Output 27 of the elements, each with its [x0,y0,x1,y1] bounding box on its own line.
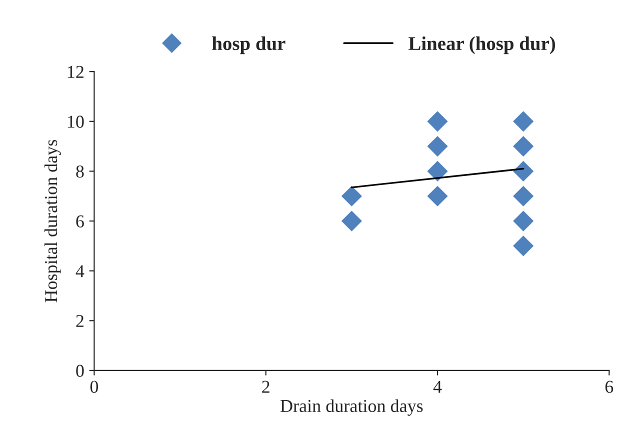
x-tick-label: 2 [262,380,270,393]
point [427,186,448,206]
x-axis-title: Drain duration days [280,399,423,416]
point [513,236,534,256]
point [513,186,534,206]
point [427,160,448,182]
legend-label: Linear (hosp dur) [408,36,556,54]
point [513,111,534,132]
x-tick-label: 0 [90,380,98,393]
y-tick-label: 10 [68,116,84,128]
legend-label: hosp dur [212,36,286,54]
x-tick-label: 4 [433,380,442,393]
point [341,186,362,206]
y-tick-label: 8 [76,165,84,178]
point [427,136,448,157]
point [513,160,534,182]
point [341,210,362,232]
point [513,210,534,232]
y-tick-label: 12 [68,66,84,78]
point [427,111,448,132]
y-tick-label: 0 [76,364,84,377]
y-axis-title: Hospital duration days [44,140,61,302]
y-tick-label: 4 [76,265,84,278]
point [513,136,534,157]
x-tick-label: 6 [605,380,614,393]
y-tick-label: 6 [76,215,84,228]
y-tick-label: 2 [76,314,84,327]
